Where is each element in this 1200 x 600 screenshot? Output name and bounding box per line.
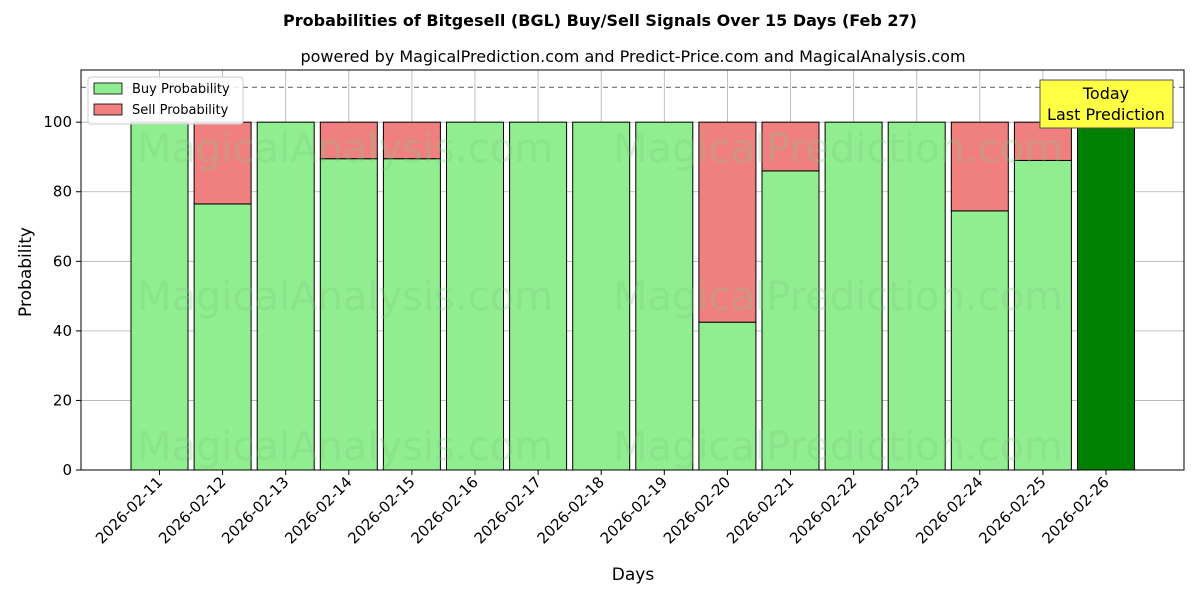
- bar-buy-2026-02-20: [698, 321, 757, 471]
- bar-sell-2026-02-14: [319, 121, 378, 160]
- x-tick-label-9: 2026-02-20: [660, 473, 734, 547]
- annotation-line-2: Last Prediction: [1047, 105, 1165, 124]
- x-tick-label-15: 2026-02-26: [1038, 473, 1112, 547]
- bar-buy-2026-02-24: [950, 210, 1009, 471]
- bar-buy-2026-02-22: [824, 121, 883, 471]
- watermark-analysis-0: MagicalAnalysis.com: [137, 126, 553, 172]
- y-tick-label-3: 60: [53, 252, 72, 270]
- y-tick-label-4: 80: [53, 183, 72, 201]
- bar-buy-2026-02-14: [319, 158, 378, 471]
- bar-sell-2026-02-15: [382, 121, 441, 160]
- bar-buy-2026-02-17: [509, 121, 568, 471]
- bar-sell-2026-02-21: [761, 121, 820, 172]
- x-tick-label-11: 2026-02-22: [786, 473, 860, 547]
- bar-sell-2026-02-12: [193, 121, 252, 205]
- x-tick-label-7: 2026-02-18: [534, 473, 608, 547]
- bar-sell-2026-02-25: [1013, 121, 1072, 161]
- bar-buy-2026-02-21: [761, 170, 820, 471]
- bar-buy-2026-02-13: [256, 121, 315, 471]
- x-tick-label-14: 2026-02-25: [975, 473, 1049, 547]
- today-annotation: Today Last Prediction: [1039, 79, 1174, 129]
- y-tick-label-2: 40: [53, 322, 72, 340]
- watermark-prediction-1: MagicalPrediction.com: [613, 274, 1063, 320]
- y-axis-label: Probability: [16, 227, 36, 317]
- bar-buy-2026-02-16: [446, 121, 504, 471]
- x-tick-label-3: 2026-02-14: [281, 473, 355, 547]
- watermarks: MagicalAnalysis.com MagicalPrediction.com…: [137, 126, 1063, 470]
- bar-sell-2026-02-24: [950, 121, 1009, 212]
- legend-label-buy: Buy Probability: [132, 82, 230, 97]
- chart-subtitle: powered by MagicalPrediction.com and Pre…: [300, 47, 965, 66]
- y-tick-label-0: 0: [62, 461, 72, 479]
- y-tick-label-1: 20: [53, 391, 72, 409]
- bar-buy-2026-02-25: [1013, 159, 1072, 471]
- x-axis-ticks: 2026-02-112026-02-122026-02-132026-02-14…: [92, 470, 1113, 547]
- y-axis-ticks: 0 20 40 60 80 100: [43, 113, 81, 479]
- bars: [130, 121, 1135, 471]
- x-tick-label-2: 2026-02-13: [218, 473, 292, 547]
- bar-buy-2026-02-26: [1077, 121, 1135, 471]
- watermark-analysis-1: MagicalAnalysis.com: [137, 274, 553, 320]
- y-tick-label-5: 100: [43, 113, 72, 131]
- x-tick-label-12: 2026-02-23: [849, 473, 923, 547]
- x-tick-label-10: 2026-02-21: [723, 473, 797, 547]
- x-tick-label-5: 2026-02-16: [407, 473, 481, 547]
- legend-swatch-buy: [93, 82, 123, 95]
- x-tick-label-8: 2026-02-19: [597, 473, 671, 547]
- bar-sell-2026-02-20: [698, 121, 757, 323]
- annotation-line-1: Today: [1082, 84, 1129, 103]
- watermark-prediction-2: MagicalPrediction.com: [613, 424, 1063, 470]
- annotation-box: [1039, 79, 1174, 129]
- x-tick-label-0: 2026-02-11: [92, 473, 166, 547]
- watermark-analysis-2: MagicalAnalysis.com: [137, 424, 553, 470]
- legend: Buy Probability Sell Probability: [87, 76, 244, 125]
- bar-buy-2026-02-18: [572, 121, 631, 471]
- x-tick-label-4: 2026-02-15: [344, 473, 418, 547]
- plot-frame: [80, 69, 1185, 471]
- legend-swatch-sell: [93, 103, 123, 116]
- x-tick-label-1: 2026-02-12: [155, 473, 229, 547]
- legend-box: [87, 76, 244, 125]
- bar-buy-2026-02-15: [382, 158, 441, 471]
- bar-buy-2026-02-19: [635, 121, 694, 471]
- x-tick-label-13: 2026-02-24: [912, 473, 986, 547]
- bar-buy-2026-02-23: [887, 121, 946, 471]
- x-tick-label-6: 2026-02-17: [471, 473, 545, 547]
- chart-title: Probabilities of Bitgesell (BGL) Buy/Sel…: [283, 11, 917, 30]
- x-axis-label: Days: [612, 565, 655, 585]
- legend-label-sell: Sell Probability: [132, 103, 229, 118]
- watermark-prediction-0: MagicalPrediction.com: [613, 126, 1063, 172]
